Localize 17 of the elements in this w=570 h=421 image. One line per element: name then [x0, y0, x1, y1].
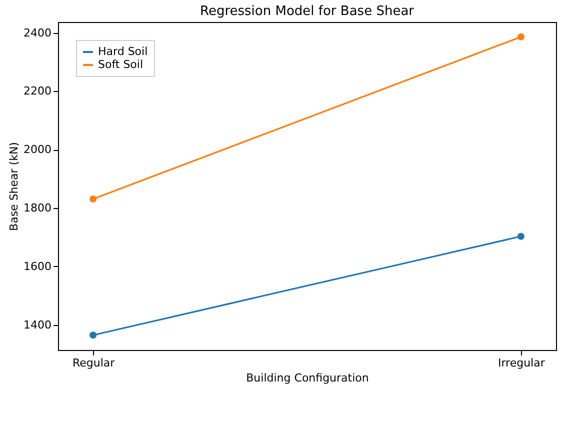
- point: [90, 195, 97, 203]
- x-tick-label: Irregular: [498, 356, 546, 370]
- chart-title: Regression Model for Base Shear: [200, 4, 415, 19]
- legend-label: Hard Soil: [98, 45, 148, 58]
- y-tick-label: 1800: [24, 202, 52, 215]
- point: [517, 232, 524, 240]
- y-tick-label: 1400: [24, 318, 52, 332]
- y-tick-label: 2400: [24, 26, 52, 40]
- y-tick-label: 2200: [24, 84, 52, 98]
- y-tick-label: 2000: [24, 143, 52, 156]
- y-axis-title: Base Shear (kN): [8, 142, 21, 231]
- legend-label: Soft Soil: [98, 58, 144, 71]
- x-axis-title: Building Configuration: [246, 372, 369, 384]
- point: [90, 332, 97, 339]
- x-tick-label: Regular: [72, 356, 116, 370]
- point: [517, 33, 524, 40]
- y-tick-label: 1600: [24, 260, 52, 273]
